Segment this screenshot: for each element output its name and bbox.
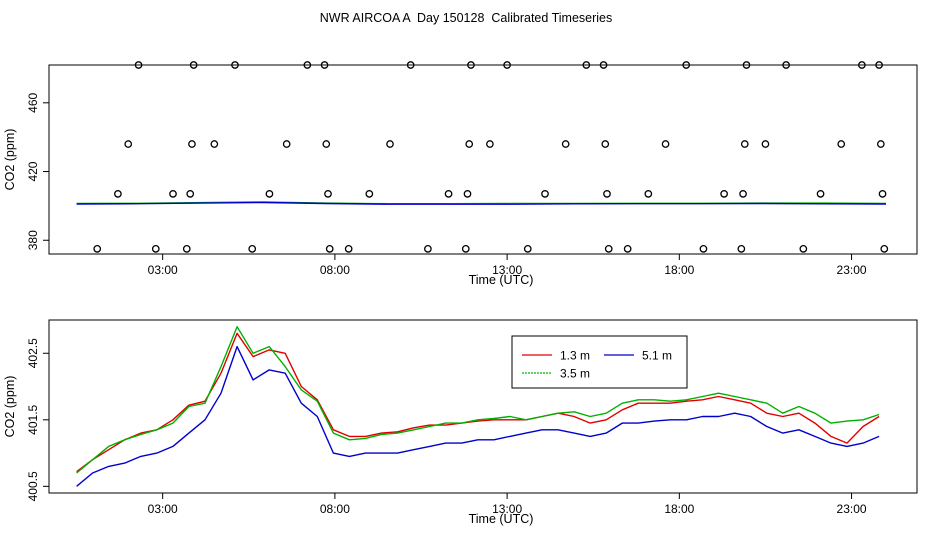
series-line-1 bbox=[76, 201, 887, 205]
calibration-point bbox=[444, 190, 453, 198]
calibration-point bbox=[761, 140, 770, 148]
calibration-point bbox=[322, 140, 331, 148]
plot-frame bbox=[48, 319, 918, 494]
calibration-point bbox=[486, 140, 494, 148]
legend-label-0: 1.3 m bbox=[560, 349, 590, 363]
calibration-point bbox=[282, 140, 291, 148]
calibration-point bbox=[858, 61, 866, 69]
x-tick-label: 08:00 bbox=[320, 502, 350, 516]
calibration-point bbox=[231, 61, 239, 69]
calibration-point bbox=[365, 190, 374, 198]
calibration-point bbox=[265, 190, 274, 198]
calibration-point bbox=[406, 61, 415, 69]
calibration-point bbox=[740, 140, 749, 148]
calibration-point bbox=[248, 244, 257, 253]
calibration-point bbox=[582, 61, 591, 69]
co2-profile-panel: 03:00 08:00 13:00 18:00 23:00 400.5 401.5 402.5… bbox=[3, 319, 918, 526]
x-tick-label: 18:00 bbox=[664, 263, 694, 277]
calibration-point bbox=[880, 244, 889, 253]
calibration-point bbox=[424, 244, 432, 253]
legend: 1.3 m 5.1 m 3.5 m bbox=[511, 335, 688, 389]
x-axis-title: Time (UTC) bbox=[469, 273, 534, 287]
calibration-point bbox=[324, 190, 332, 198]
x-axis-title: Time (UTC) bbox=[469, 512, 534, 526]
calibration-point bbox=[599, 61, 608, 69]
calibration-point bbox=[320, 61, 329, 69]
calibration-point bbox=[816, 190, 825, 198]
calibration-point bbox=[561, 140, 570, 148]
calibration-point bbox=[623, 244, 632, 253]
calibration-point bbox=[878, 190, 887, 198]
x-tick-label: 18:00 bbox=[664, 502, 694, 516]
calibration-point bbox=[739, 190, 747, 198]
series-line-2 bbox=[76, 345, 880, 487]
calibration-point bbox=[114, 190, 122, 198]
calibration-point bbox=[461, 244, 470, 253]
calibration-point bbox=[124, 140, 133, 148]
calibration-point bbox=[467, 61, 475, 69]
calibration-point bbox=[93, 244, 102, 253]
legend-label-1: 3.5 m bbox=[560, 367, 590, 381]
figure-title: NWR AIRCOA A Day 150128 Calibrated Times… bbox=[320, 11, 613, 25]
legend-label-2: 5.1 m bbox=[642, 349, 672, 363]
legend-box bbox=[511, 335, 688, 389]
calibration-point bbox=[742, 61, 751, 69]
calibration-point bbox=[661, 140, 670, 148]
calibration-point bbox=[151, 244, 160, 253]
calibration-point bbox=[134, 61, 143, 69]
y-tick-label: 420 bbox=[26, 161, 40, 181]
series-line-1 bbox=[76, 326, 880, 474]
calibration-point bbox=[169, 190, 177, 198]
y-tick-label: 380 bbox=[26, 230, 40, 250]
calibration-point bbox=[186, 190, 195, 198]
series-line-0 bbox=[76, 332, 880, 473]
calibration-point bbox=[189, 61, 198, 69]
x-tick-label: 13:00 bbox=[492, 263, 522, 277]
x-tick-label: 03:00 bbox=[148, 263, 178, 277]
calibration-point bbox=[699, 244, 708, 253]
calibration-point bbox=[210, 140, 219, 148]
calibration-point bbox=[303, 61, 312, 69]
calibration-panel: 03:00 08:00 13:00 18:00 23:00 380 420 460 Time (… bbox=[3, 61, 918, 287]
plot-frame bbox=[48, 64, 918, 255]
calibration-point bbox=[782, 61, 790, 69]
calibration-point bbox=[541, 190, 549, 198]
y-tick-label: 460 bbox=[26, 92, 40, 112]
calibration-point bbox=[682, 61, 691, 69]
calibration-point bbox=[601, 140, 610, 148]
calibration-point bbox=[182, 244, 191, 253]
calibration-point bbox=[188, 140, 196, 148]
calibration-point bbox=[604, 244, 613, 253]
x-tick-label: 13:00 bbox=[492, 502, 522, 516]
y-tick-label: 402.5 bbox=[26, 338, 40, 368]
calibration-point bbox=[876, 140, 885, 148]
calibration-point bbox=[325, 244, 334, 253]
calibration-point bbox=[837, 140, 846, 148]
y-tick-label: 401.5 bbox=[26, 404, 40, 434]
calibration-point bbox=[523, 244, 532, 253]
calibration-point bbox=[737, 244, 746, 253]
x-tick-label: 23:00 bbox=[837, 263, 867, 277]
calibration-point bbox=[875, 61, 883, 69]
y-axis-title: CO2 (ppm) bbox=[3, 129, 17, 191]
y-axis-title: CO2 (ppm) bbox=[3, 376, 17, 438]
x-tick-label: 03:00 bbox=[148, 502, 178, 516]
calibration-point bbox=[465, 140, 474, 148]
x-tick-label: 08:00 bbox=[320, 263, 350, 277]
calibration-point bbox=[603, 190, 611, 198]
calibration-point bbox=[799, 244, 808, 253]
calibration-point bbox=[720, 190, 728, 198]
calibration-point bbox=[386, 140, 394, 148]
calibration-point bbox=[344, 244, 353, 253]
y-tick-label: 400.5 bbox=[26, 471, 40, 501]
calibration-point bbox=[644, 190, 653, 198]
calibration-point bbox=[503, 61, 511, 69]
x-tick-label: 23:00 bbox=[837, 502, 867, 516]
calibration-point bbox=[463, 190, 472, 198]
